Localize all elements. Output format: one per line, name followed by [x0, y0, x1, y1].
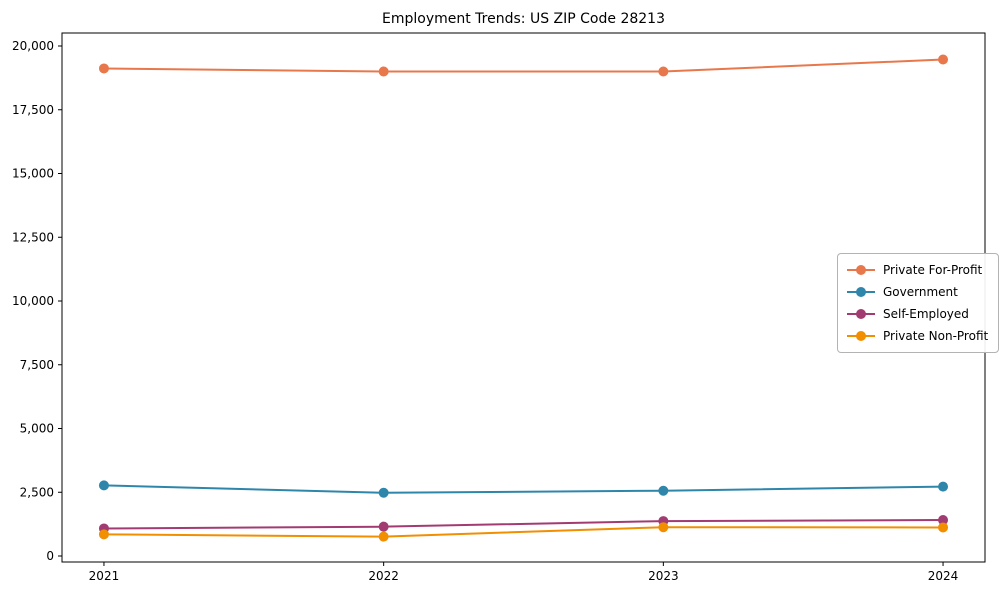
- series-line-self-employed: [103, 519, 944, 530]
- data-point-private-for-profit: [938, 54, 949, 65]
- legend-label: Self-Employed: [883, 307, 969, 321]
- data-point-private-non-profit: [378, 531, 389, 542]
- data-point-self-employed: [378, 521, 389, 532]
- legend-marker-private-for-profit: [847, 265, 875, 275]
- y-axis-tick-label: 20,000: [12, 39, 54, 53]
- series-line-private-for-profit: [103, 58, 944, 73]
- y-axis-tick-label: 12,500: [12, 230, 54, 244]
- x-axis-tick-label: 2024: [928, 569, 959, 583]
- legend: Private For-Profit Government Self-Employe…: [837, 253, 1000, 353]
- y-axis-tick-label: 15,000: [12, 167, 54, 181]
- legend-item-self-employed: Self-Employed: [846, 303, 988, 325]
- data-point-government: [658, 485, 669, 496]
- series-line-private-non-profit: [103, 526, 944, 538]
- x-axis-tick-label: 2021: [89, 569, 120, 583]
- legend-item-government: Government: [846, 281, 988, 303]
- legend-label: Private Non-Profit: [883, 329, 989, 343]
- legend-item-private-for-profit: Private For-Profit: [846, 259, 988, 281]
- data-point-private-for-profit: [98, 63, 109, 74]
- data-point-private-non-profit: [98, 529, 109, 540]
- data-point-private-non-profit: [938, 522, 949, 533]
- legend-label: Government: [883, 285, 958, 299]
- legend-marker-self-employed: [847, 309, 875, 319]
- data-point-government: [378, 487, 389, 498]
- x-axis-tick-label: 2023: [648, 569, 679, 583]
- data-point-government: [938, 481, 949, 492]
- y-axis-tick-label: 10,000: [12, 294, 54, 308]
- x-axis-tick-label: 2022: [368, 569, 399, 583]
- data-point-private-non-profit: [658, 522, 669, 533]
- data-point-private-for-profit: [658, 66, 669, 77]
- data-point-self-employed: [938, 515, 949, 526]
- data-point-government: [98, 480, 109, 491]
- series-line-government: [103, 484, 944, 494]
- legend-label: Private For-Profit: [883, 263, 983, 277]
- y-axis-tick-label: 7,500: [20, 358, 54, 372]
- y-axis-tick-label: 17,500: [12, 103, 54, 117]
- legend-item-private-non-profit: Private Non-Profit: [846, 325, 988, 347]
- y-axis-tick-label: 0: [46, 549, 54, 563]
- y-axis-tick-label: 5,000: [20, 422, 54, 436]
- chart-title: Employment Trends: US ZIP Code 28213: [382, 11, 665, 27]
- data-point-private-for-profit: [378, 66, 389, 77]
- legend-marker-private-non-profit: [847, 331, 875, 341]
- legend-marker-government: [847, 287, 875, 297]
- y-axis-tick-label: 2,500: [20, 485, 54, 499]
